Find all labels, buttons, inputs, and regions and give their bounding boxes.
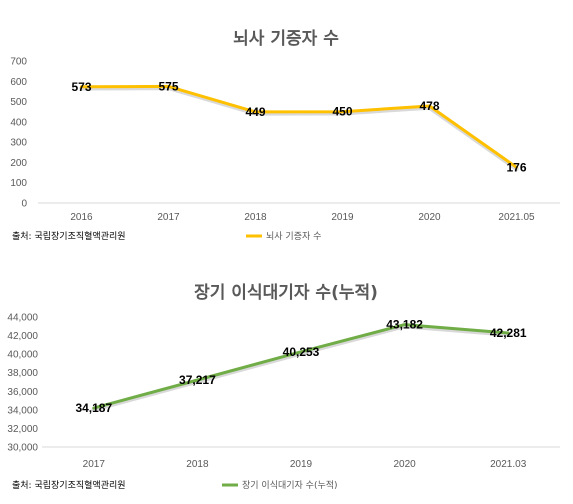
x-axis: 2016 2017 2018 2019 2020 2021.05 (70, 212, 535, 223)
series-line-shadow (91, 323, 511, 412)
y-axis: 30,000 32,000 34,000 36,000 38,000 40,000 42,0… (7, 313, 38, 454)
y-tick-label: 200 (10, 158, 27, 169)
x-tick-label: 2021.05 (498, 212, 535, 223)
y-tick-label: 32,000 (7, 424, 38, 435)
data-label: 37,217 (179, 373, 216, 387)
y-tick-label: 0 (21, 199, 27, 210)
series-line (79, 84, 519, 172)
series-line-path (80, 84, 518, 169)
y-tick-label: 42,000 (7, 331, 38, 342)
y-axis: 0 100 200 300 400 500 600 700 (10, 57, 27, 210)
x-tick-label: 2018 (186, 459, 209, 470)
y-tick-label: 300 (10, 138, 27, 149)
data-label: 478 (419, 99, 439, 113)
x-tick-label: 2020 (393, 459, 416, 470)
x-tick-label: 2016 (70, 212, 93, 223)
y-tick-label: 44,000 (7, 313, 38, 324)
y-tick-label: 34,000 (7, 405, 38, 416)
chart-transplant-waitlist: 장기 이식대기자 수(누적) 30,00032,00034,00036,0003… (7, 283, 560, 491)
chart-title: 뇌사 기증자 수 (233, 29, 339, 49)
series-line-shadow (79, 85, 519, 172)
x-tick-label: 2021.03 (490, 459, 527, 470)
legend-label: 뇌사 기증자 수 (266, 231, 321, 242)
y-tick-label: 38,000 (7, 368, 38, 379)
data-label: 42,281 (490, 326, 527, 340)
data-label: 43,182 (386, 318, 423, 332)
x-axis: 2017 2018 2019 2020 2021.03 (83, 459, 527, 470)
x-tick-label: 2017 (83, 459, 106, 470)
x-tick-label: 2019 (331, 212, 354, 223)
data-label: 34,187 (75, 401, 112, 415)
chart-title: 장기 이식대기자 수(누적) (194, 283, 378, 303)
data-label: 573 (71, 80, 91, 94)
x-tick-label: 2017 (157, 212, 180, 223)
source-note: 출처: 국립장기조직혈액관리원 (12, 230, 126, 242)
data-label: 176 (506, 160, 526, 174)
x-tick-label: 2018 (244, 212, 267, 223)
y-tick-label: 700 (10, 57, 27, 68)
data-label: 575 (158, 79, 178, 93)
data-label: 40,253 (283, 345, 320, 359)
legend-label: 장기 이식대기자 수(누적) (242, 479, 338, 491)
data-label: 449 (245, 105, 265, 119)
y-tick-label: 500 (10, 97, 27, 108)
series-line-path (92, 323, 510, 410)
y-tick-label: 36,000 (7, 387, 38, 398)
data-label: 450 (332, 105, 352, 119)
chart-brain-death-donors: 뇌사 기증자 수 0 100 200 300 400 500 600 700 2016 2017… (10, 29, 560, 242)
y-tick-label: 100 (10, 178, 27, 189)
data-labels: 34,187 37,217 40,253 43,182 42,281 (75, 318, 526, 416)
y-tick-label: 600 (10, 77, 27, 88)
x-tick-label: 2020 (418, 212, 441, 223)
source-note: 출처: 국립장기조직혈액관리원 (12, 479, 126, 491)
series-line (91, 323, 511, 412)
y-tick-label: 30,000 (7, 443, 38, 454)
data-labels: 573 575 449 450 478 176 (71, 79, 526, 174)
y-tick-label: 400 (10, 117, 27, 128)
x-tick-label: 2019 (290, 459, 313, 470)
y-tick-label: 40,000 (7, 350, 38, 361)
